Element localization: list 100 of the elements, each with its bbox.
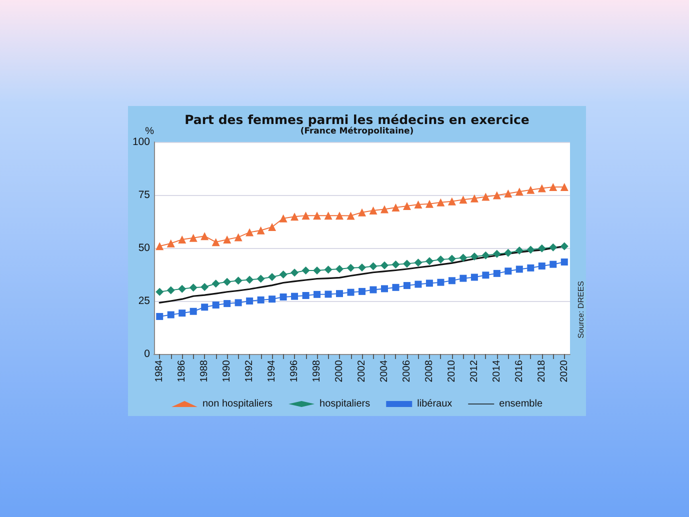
point (516, 266, 523, 273)
point (560, 258, 568, 266)
point (550, 260, 557, 268)
point (403, 282, 410, 290)
point (425, 257, 434, 266)
point (392, 260, 400, 269)
point (156, 242, 164, 250)
x-tick-label: 1994 (266, 360, 278, 382)
point (402, 202, 411, 210)
point (526, 186, 535, 194)
point (290, 268, 299, 277)
point (178, 310, 186, 317)
point (380, 261, 388, 270)
point (336, 264, 344, 273)
point (560, 242, 568, 250)
point (470, 252, 478, 260)
point (380, 205, 388, 214)
point (538, 244, 546, 252)
point (200, 283, 209, 292)
point (448, 197, 456, 206)
point (436, 198, 445, 206)
point (212, 302, 220, 309)
point (402, 260, 411, 268)
point (414, 280, 422, 288)
point (527, 264, 534, 272)
legend-label: libéraux (417, 398, 452, 410)
point (460, 274, 467, 282)
point (212, 280, 220, 288)
point (493, 270, 500, 277)
point (448, 277, 456, 284)
point (369, 206, 378, 214)
point (560, 182, 568, 191)
point (515, 246, 524, 255)
x-tick-label: 2008 (424, 360, 435, 382)
point (156, 312, 164, 320)
x-tick-label: 2000 (334, 360, 346, 382)
point (336, 212, 344, 220)
point (246, 228, 254, 236)
y-tick-label: 100 (132, 136, 150, 148)
point (290, 212, 299, 221)
point (515, 188, 524, 196)
point (482, 192, 490, 201)
point (268, 223, 276, 232)
point (167, 311, 174, 318)
point (268, 273, 276, 282)
point (166, 239, 175, 248)
legend-label: hospitaliers (320, 398, 370, 410)
point (256, 226, 265, 234)
point (369, 262, 378, 270)
x-tick-label: 1990 (222, 360, 233, 382)
point (380, 285, 388, 292)
x-tick-label: 2012 (468, 360, 480, 382)
chart-subtitle: (France Métropolitaine) (300, 126, 414, 136)
point (414, 200, 422, 209)
x-tick-label: 2010 (446, 360, 458, 382)
point (426, 280, 433, 287)
point (200, 232, 209, 240)
point (156, 288, 164, 296)
point (504, 190, 512, 198)
source-note: Source: DREES (576, 280, 586, 338)
point (470, 274, 478, 281)
point (436, 255, 445, 264)
point (291, 292, 298, 300)
point (313, 212, 322, 220)
x-tick-label: 2014 (491, 360, 502, 382)
point (234, 276, 242, 285)
point (358, 208, 366, 216)
x-tick-label: 1998 (312, 360, 323, 382)
point (504, 268, 512, 275)
x-tick-label: 2020 (558, 360, 570, 382)
point (302, 292, 310, 299)
point (234, 299, 242, 306)
y-tick-label: 75 (138, 189, 150, 201)
point (336, 290, 344, 298)
point (279, 214, 288, 222)
point (437, 278, 444, 286)
point (189, 284, 198, 292)
point (482, 251, 490, 260)
x-tick-label: 2018 (536, 360, 548, 382)
y-tick-label: 0 (144, 348, 150, 360)
y-tick-label: 50 (138, 242, 150, 254)
point (257, 296, 264, 304)
point (482, 272, 490, 279)
point (313, 266, 322, 274)
point (504, 248, 512, 257)
point (492, 191, 501, 200)
x-tick-label: 1992 (244, 360, 256, 382)
x-tick-label: 2016 (514, 360, 525, 382)
point (425, 200, 434, 208)
point (538, 262, 546, 270)
x-tick-label: 2002 (356, 360, 368, 382)
point (470, 194, 478, 202)
point (302, 266, 310, 274)
legend-label: non hospitaliers (202, 398, 273, 410)
point (190, 308, 197, 315)
point (448, 254, 456, 263)
point (189, 234, 198, 242)
x-tick-label: 1986 (176, 360, 188, 382)
point (358, 288, 366, 295)
point (414, 258, 422, 267)
